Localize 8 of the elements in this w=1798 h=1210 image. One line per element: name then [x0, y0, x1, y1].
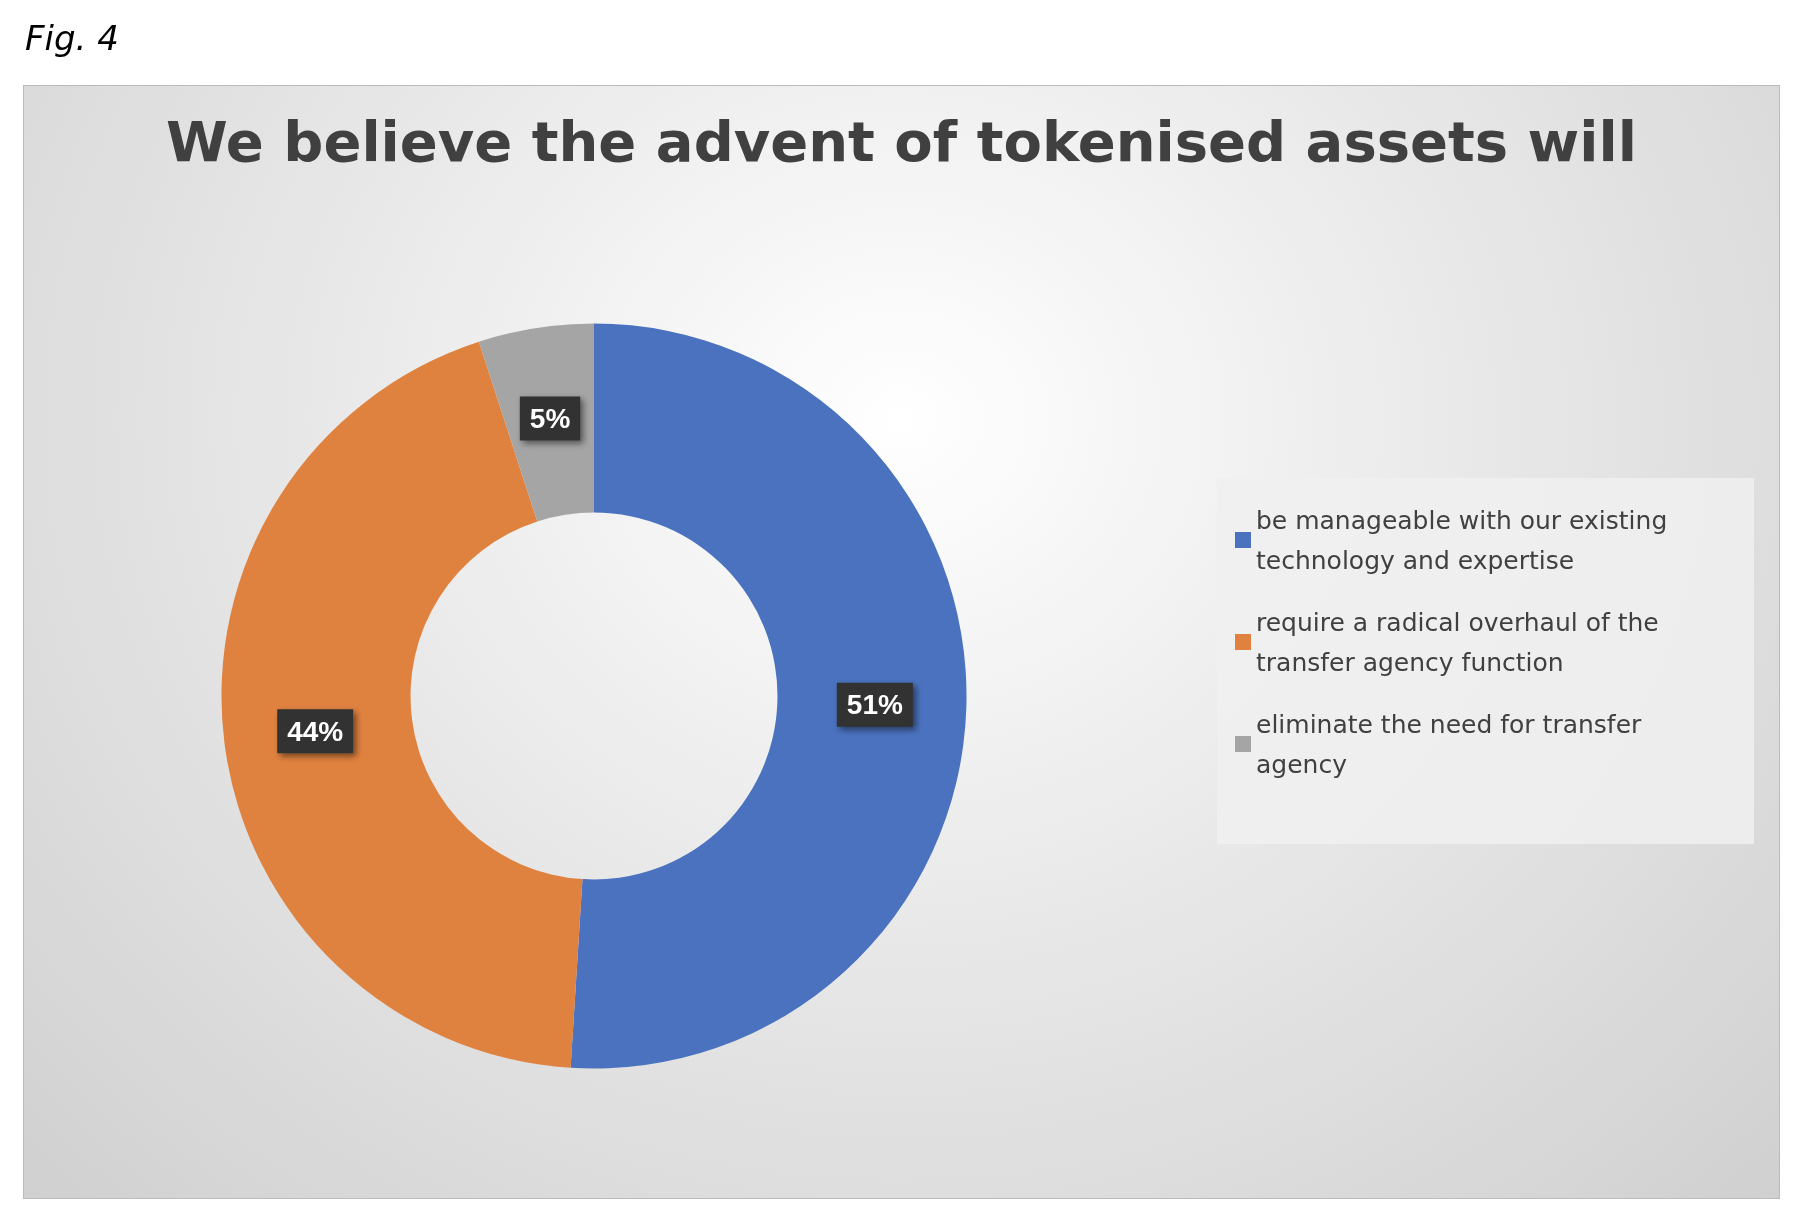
legend-label: require a radical overhaul of the transfer agency function: [1256, 607, 1667, 677]
data-label: 5%: [529, 402, 571, 434]
data-label: 51%: [846, 689, 903, 721]
chart-title: We believe the advent of tokenised assets will: [166, 108, 1637, 174]
legend-label: be manageable with our existing technology and expertise: [1256, 505, 1676, 575]
caption: Fig. 4: [25, 18, 119, 58]
data-label: 44%: [287, 715, 344, 747]
legend-label: eliminate the need for transfer agency: [1256, 709, 1650, 779]
